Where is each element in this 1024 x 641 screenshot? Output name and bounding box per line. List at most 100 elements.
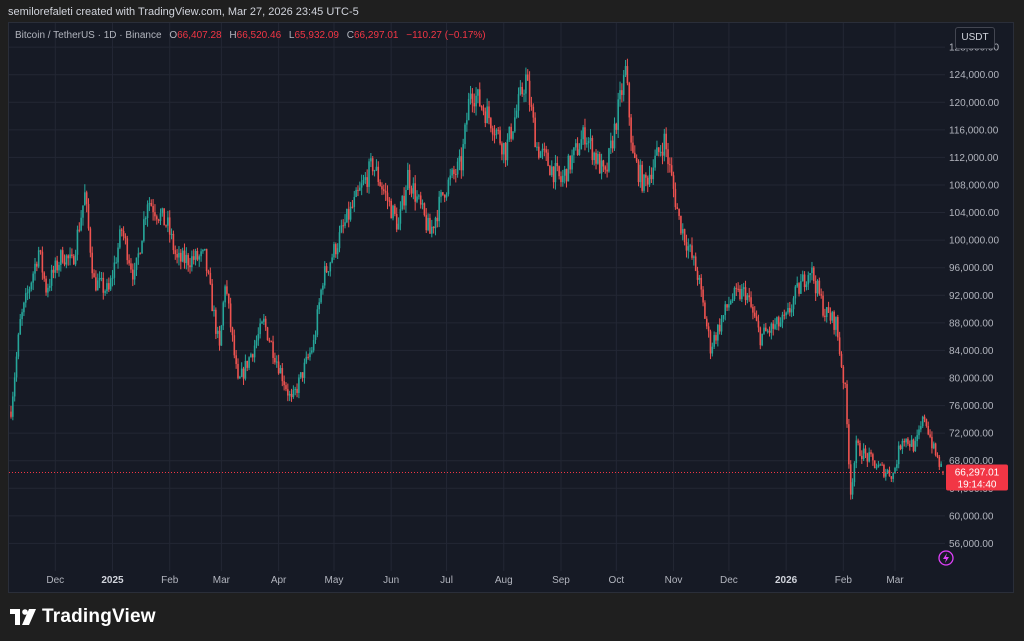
candle-body [85, 192, 88, 204]
candle-body [482, 107, 485, 112]
candle-body [202, 249, 204, 252]
candle-body [519, 86, 522, 95]
candle-body [796, 283, 799, 287]
candle-body [224, 286, 226, 303]
candle-body [347, 208, 350, 220]
candle-body [80, 217, 82, 231]
candle-body [418, 195, 420, 197]
price-tag-value: 66,297.01 [955, 467, 1000, 478]
candle-body [811, 267, 813, 274]
candle-body [781, 314, 784, 323]
candle-body [759, 327, 762, 346]
candle-body [442, 192, 444, 195]
candle-body [484, 111, 487, 124]
candle-body [693, 256, 695, 258]
candle-body [748, 295, 751, 298]
candle-body [918, 429, 920, 436]
candle-body [194, 250, 197, 260]
candle-body [139, 253, 141, 255]
change-value: −110.27 (−0.17%) [406, 30, 486, 41]
candle-body [514, 117, 516, 132]
candle-body [632, 142, 634, 153]
candle-body [884, 472, 887, 477]
candle-body [731, 299, 734, 301]
candle-body [84, 192, 86, 206]
candle-body [100, 277, 103, 279]
candle-body [709, 331, 712, 354]
candle-body [490, 118, 492, 129]
candle-body [430, 226, 433, 234]
x-tick-label: Apr [271, 575, 287, 586]
candle-body [820, 294, 822, 296]
candle-body [390, 200, 392, 219]
lightning-icon [938, 550, 954, 566]
candle-body [323, 266, 326, 286]
candle-body [877, 464, 880, 468]
candle-body [233, 335, 236, 356]
candle-body [226, 286, 228, 294]
y-tick-label: 84,000.00 [949, 346, 994, 357]
chart-panel[interactable]: 56,000.0060,000.0064,000.0068,000.0072,0… [8, 22, 1014, 593]
candle-body [925, 419, 928, 426]
candle-body [264, 318, 267, 328]
candle-body [451, 169, 453, 176]
candle-body [244, 360, 247, 379]
x-tick-label: Feb [161, 575, 179, 586]
candle-body [373, 170, 376, 172]
candle-body [215, 309, 217, 334]
y-tick-label: 68,000.00 [949, 456, 994, 467]
candle-body [287, 389, 289, 396]
tradingview-logo[interactable]: TradingView [10, 606, 156, 628]
candle-body [133, 269, 136, 280]
candle-body [617, 99, 619, 130]
candle-body [912, 439, 915, 452]
candle-body [654, 155, 656, 168]
candle-body [667, 149, 669, 165]
candle-body [890, 476, 893, 479]
candle-body [539, 151, 542, 158]
candle-body [648, 174, 651, 185]
candle-body [694, 256, 697, 271]
x-tick-label: Dec [46, 575, 64, 586]
candle-body [154, 212, 156, 217]
candle-body [683, 229, 686, 243]
candle-body [789, 307, 791, 313]
candle-body [787, 307, 789, 313]
candle-body [102, 277, 105, 293]
candle-body [563, 168, 566, 176]
candle-body [855, 440, 858, 463]
candle-body [63, 262, 66, 265]
candle-body [453, 169, 455, 174]
candle-body [340, 225, 343, 233]
candle-body [248, 357, 250, 368]
candle-body [109, 278, 112, 290]
candle-body [98, 277, 101, 281]
candle-body [495, 129, 498, 135]
candle-body [521, 86, 524, 95]
candle-body [403, 195, 405, 206]
candle-body [266, 327, 269, 341]
candle-body [805, 284, 808, 288]
candle-body [582, 127, 584, 140]
candle-body [835, 317, 837, 330]
candle-body [357, 189, 359, 191]
candle-body [765, 327, 767, 332]
candle-body [60, 250, 62, 265]
candle-body [499, 130, 501, 144]
candle-body [43, 272, 46, 279]
candle-body [691, 245, 693, 258]
candle-body [48, 285, 51, 288]
candlestick-chart[interactable]: 56,000.0060,000.0064,000.0068,000.0072,0… [9, 23, 1013, 592]
currency-button[interactable]: USDT [955, 27, 995, 49]
candle-body [189, 265, 191, 268]
candle-body [371, 158, 374, 172]
candle-body [205, 248, 208, 272]
candle-body [794, 286, 797, 299]
candle-body [868, 452, 870, 462]
candle-body [729, 300, 732, 305]
candle-body [770, 323, 773, 333]
candle-body [766, 330, 769, 332]
candle-body [530, 105, 533, 107]
x-tick-label: May [325, 575, 344, 586]
candle-body [170, 233, 173, 235]
